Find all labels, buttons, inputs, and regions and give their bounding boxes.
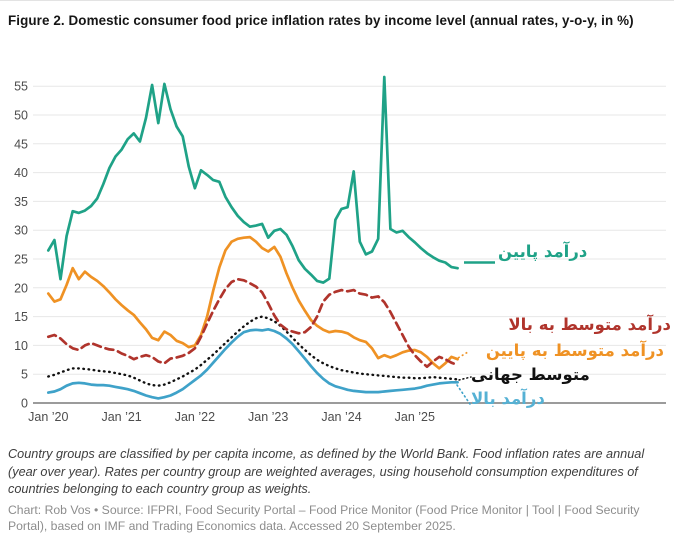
chart-title: Figure 2. Domestic consumer food price i… bbox=[8, 13, 634, 28]
leader-lower-middle-income bbox=[457, 351, 469, 359]
y-tick-label-30: 30 bbox=[14, 224, 28, 238]
series-label-high-income: درآمد بالا bbox=[471, 389, 545, 408]
y-tick-label-5: 5 bbox=[21, 368, 28, 382]
y-tick-label-25: 25 bbox=[14, 253, 28, 267]
x-tick-label-2022: Jan ’22 bbox=[175, 410, 215, 424]
y-tick-label-40: 40 bbox=[14, 166, 28, 180]
y-tick-label-50: 50 bbox=[14, 109, 28, 123]
y-tick-label-45: 45 bbox=[14, 137, 28, 151]
series-label-upper-middle-income: درآمد متوسط به بالا bbox=[508, 315, 671, 334]
credit-source-text: Chart: Rob Vos • Source: IFPRI, Food Sec… bbox=[8, 503, 640, 534]
series-line-upper-middle-income bbox=[46, 277, 459, 369]
series-line-high-income bbox=[46, 327, 459, 400]
series-label-world-average: متوسط جهانی bbox=[471, 365, 590, 384]
y-tick-label-0: 0 bbox=[21, 397, 28, 411]
y-tick-label-55: 55 bbox=[14, 80, 28, 94]
y-tick-label-20: 20 bbox=[14, 281, 28, 295]
x-tick-label-2025: Jan ’25 bbox=[395, 410, 435, 424]
x-tick-label-2021: Jan ’21 bbox=[101, 410, 141, 424]
leader-high-income bbox=[456, 384, 471, 405]
y-tick-label-10: 10 bbox=[14, 339, 28, 353]
leader-world-average bbox=[458, 376, 472, 381]
x-tick-label-2023: Jan ’23 bbox=[248, 410, 288, 424]
y-tick-label-35: 35 bbox=[14, 195, 28, 209]
series-label-low-income: درآمد پایین bbox=[498, 242, 588, 261]
series-line-lower-middle-income bbox=[46, 235, 459, 370]
footnote-text: Country groups are classified by per cap… bbox=[8, 447, 645, 497]
x-tick-label-2020: Jan ’20 bbox=[28, 410, 68, 424]
series-line-world-average bbox=[47, 315, 459, 387]
x-tick-label-2024: Jan ’24 bbox=[321, 410, 361, 424]
top-border bbox=[0, 0, 674, 1]
series-label-lower-middle-income: درآمد متوسط به پایین bbox=[485, 341, 664, 360]
series-line-low-income bbox=[46, 75, 459, 284]
y-tick-label-15: 15 bbox=[14, 310, 28, 324]
